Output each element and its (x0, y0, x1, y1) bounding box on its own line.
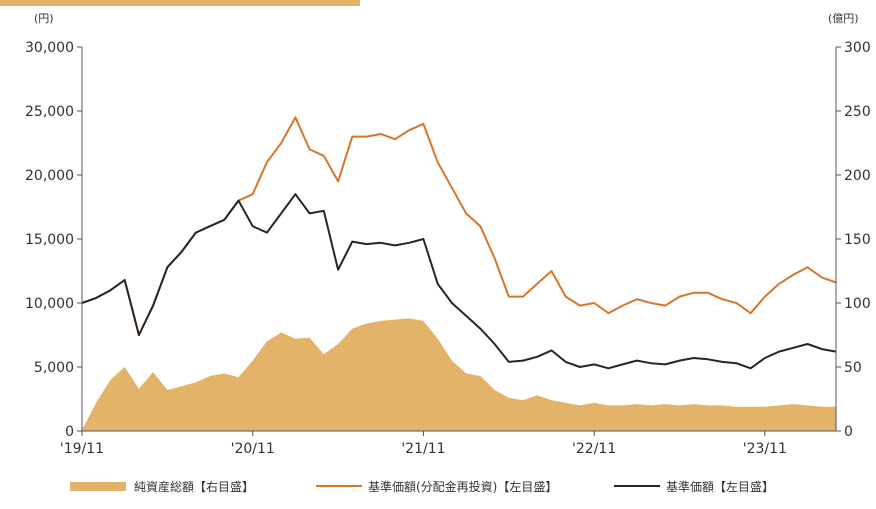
x-tick-label: '19/11 (60, 441, 104, 457)
ticks-layer: 0 5,000 10,000 15,000 20,000 25,000 30,000 0 50 1… (25, 40, 871, 457)
nav-lines-layer (81, 116, 837, 370)
right-tick-label: 300 (844, 40, 871, 56)
right-tick-label: 250 (844, 104, 871, 120)
legend: 純資産総額【右目盛】 基準価額(分配金再投資)【左目盛】 基準価額【左目盛】 (70, 479, 774, 494)
left-tick-label: 30,000 (25, 40, 74, 56)
right-tick-label: 50 (844, 360, 862, 376)
legend-label-nav-reinvested: 基準価額(分配金再投資)【左目盛】 (368, 479, 557, 494)
nav-line (81, 193, 837, 370)
x-tick-label: '21/11 (401, 441, 445, 457)
left-tick-label: 5,000 (34, 360, 74, 376)
left-axis-unit: (円) (34, 12, 54, 25)
x-tick-label: '20/11 (231, 441, 275, 457)
left-tick-label: 10,000 (25, 296, 74, 312)
legend-label-nav: 基準価額【左目盛】 (666, 479, 774, 494)
header-bar (0, 0, 360, 6)
net-assets-area (82, 318, 836, 431)
legend-label-net-assets: 純資産総額【右目盛】 (134, 479, 254, 494)
left-tick-label: 15,000 (25, 232, 74, 248)
left-tick-label: 20,000 (25, 168, 74, 184)
right-tick-label: 150 (844, 232, 871, 248)
x-tick-label: '22/11 (572, 441, 616, 457)
net-assets-area-layer (82, 318, 836, 431)
right-axis-unit: (億円) (828, 12, 859, 25)
left-tick-label: 0 (65, 424, 74, 440)
right-tick-label: 100 (844, 296, 871, 312)
legend-swatch-net-assets (70, 482, 126, 491)
nav-reinvested-line (81, 116, 837, 336)
x-tick-label: '23/11 (743, 441, 787, 457)
left-tick-label: 25,000 (25, 104, 74, 120)
right-tick-label: 200 (844, 168, 871, 184)
right-tick-label: 0 (844, 424, 853, 440)
